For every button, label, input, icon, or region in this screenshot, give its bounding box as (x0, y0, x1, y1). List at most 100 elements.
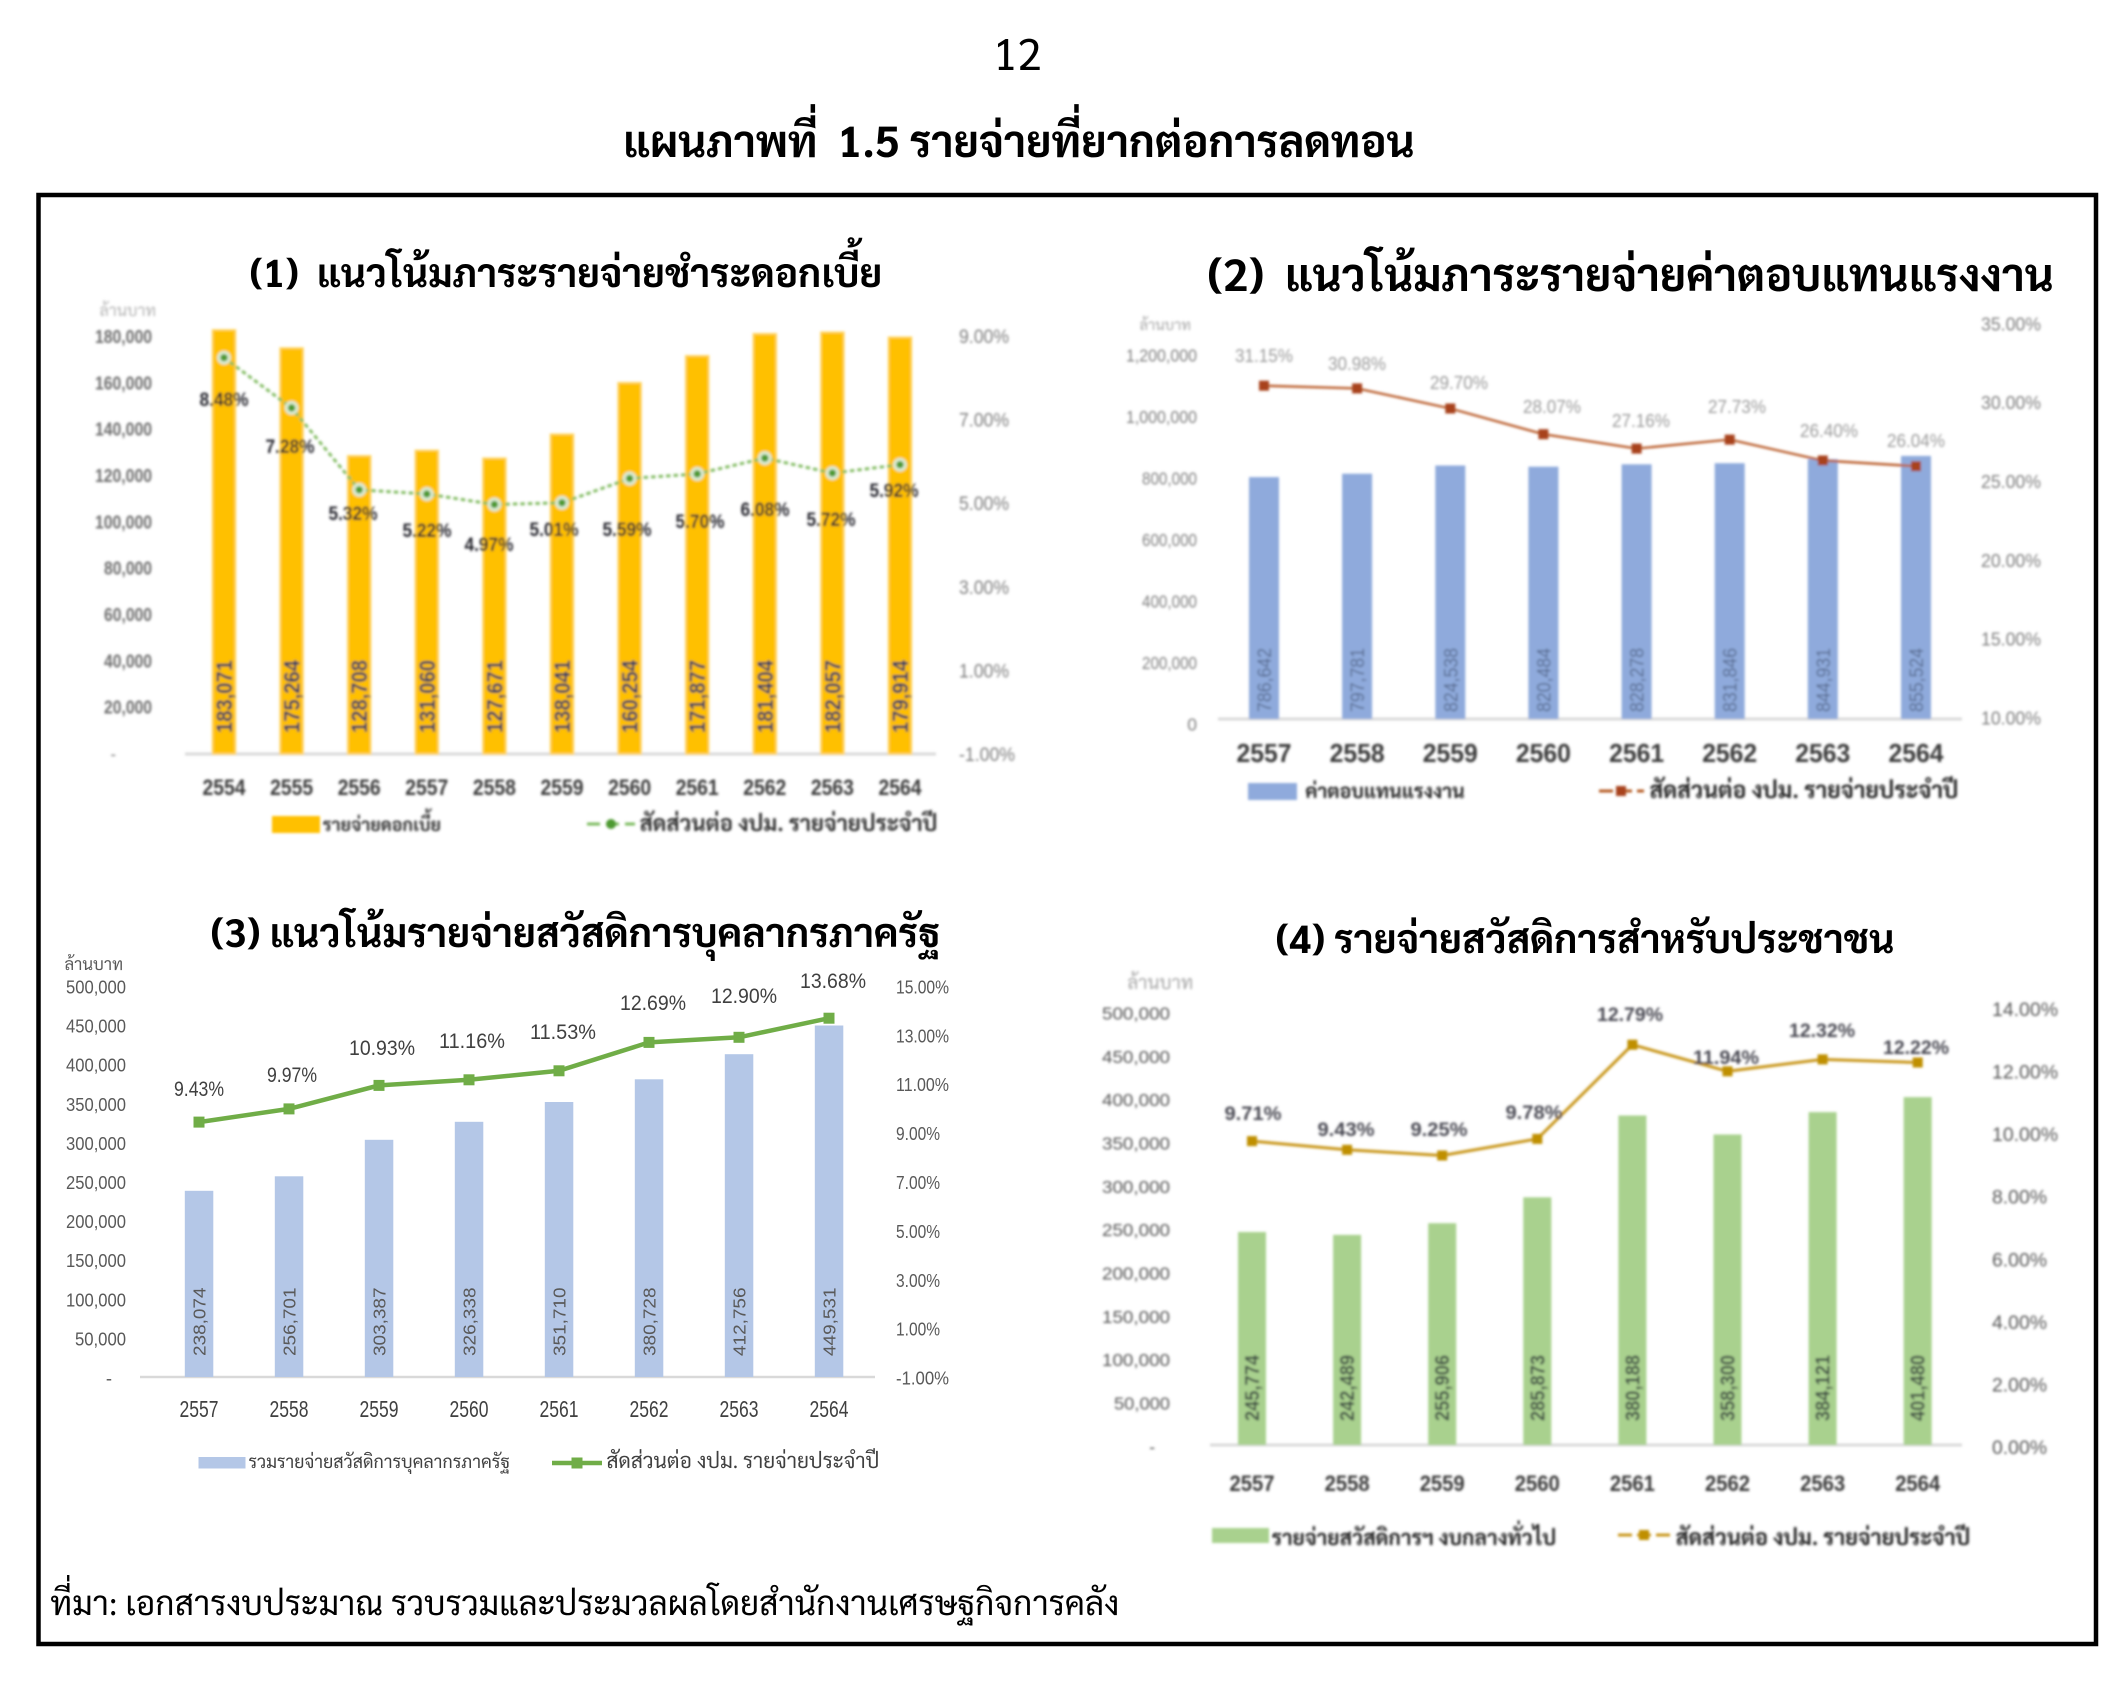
svg-text:5.70%: 5.70% (676, 512, 725, 533)
svg-text:2558: 2558 (1330, 738, 1385, 768)
svg-text:285,873: 285,873 (1527, 1355, 1549, 1421)
svg-text:13.00%: 13.00% (896, 1025, 949, 1046)
svg-text:2560: 2560 (1516, 738, 1571, 768)
svg-text:120,000: 120,000 (95, 466, 152, 486)
svg-text:2559: 2559 (1423, 738, 1478, 768)
svg-text:400,000: 400,000 (1102, 1090, 1170, 1110)
svg-text:5.00%: 5.00% (896, 1221, 940, 1242)
svg-text:28.07%: 28.07% (1523, 396, 1581, 417)
svg-text:255,906: 255,906 (1432, 1355, 1454, 1421)
svg-text:242,489: 242,489 (1337, 1355, 1359, 1421)
svg-text:820,484: 820,484 (1534, 648, 1555, 712)
svg-text:100,000: 100,000 (95, 512, 152, 532)
svg-text:2558: 2558 (1325, 1471, 1370, 1496)
svg-text:500,000: 500,000 (66, 977, 126, 998)
svg-text:200,000: 200,000 (66, 1211, 126, 1232)
svg-text:855,524: 855,524 (1907, 648, 1928, 712)
svg-text:26.40%: 26.40% (1800, 420, 1858, 441)
svg-text:8.00%: 8.00% (1992, 1188, 2047, 1209)
svg-text:127,671: 127,671 (482, 660, 507, 733)
svg-text:2561: 2561 (676, 775, 719, 800)
svg-text:12.79%: 12.79% (1597, 1004, 1663, 1026)
svg-text:412,756: 412,756 (729, 1288, 749, 1357)
svg-text:15.00%: 15.00% (896, 977, 949, 998)
svg-text:15.00%: 15.00% (1981, 629, 2041, 650)
svg-text:140,000: 140,000 (95, 420, 152, 440)
svg-text:11.16%: 11.16% (439, 1030, 505, 1053)
svg-text:30.98%: 30.98% (1328, 353, 1386, 374)
svg-text:300,000: 300,000 (66, 1133, 126, 1154)
svg-text:300,000: 300,000 (1102, 1177, 1170, 1197)
svg-text:50,000: 50,000 (1114, 1394, 1170, 1414)
svg-text:26.04%: 26.04% (1887, 430, 1945, 451)
svg-text:60,000: 60,000 (104, 605, 152, 625)
svg-text:5.59%: 5.59% (603, 520, 652, 541)
svg-text:303,387: 303,387 (369, 1288, 389, 1357)
svg-text:2563: 2563 (811, 775, 854, 800)
svg-text:2562: 2562 (1702, 738, 1757, 768)
svg-text:8.48%: 8.48% (200, 390, 249, 411)
svg-text:100,000: 100,000 (66, 1289, 126, 1310)
svg-text:401,480: 401,480 (1908, 1355, 1930, 1421)
svg-text:350,000: 350,000 (1102, 1134, 1170, 1154)
svg-text:786,642: 786,642 (1255, 648, 1276, 712)
svg-text:171,877: 171,877 (685, 660, 710, 733)
svg-text:5.92%: 5.92% (870, 481, 919, 502)
svg-text:2557: 2557 (1230, 1471, 1275, 1496)
svg-text:400,000: 400,000 (1142, 591, 1197, 611)
svg-text:0.00%: 0.00% (1992, 1438, 2047, 1459)
svg-text:7.28%: 7.28% (266, 437, 315, 458)
svg-text:100,000: 100,000 (1102, 1350, 1170, 1370)
svg-text:9.71%: 9.71% (1225, 1103, 1282, 1125)
svg-text:358,300: 358,300 (1718, 1355, 1740, 1421)
svg-text:2557: 2557 (1237, 738, 1292, 768)
svg-text:200,000: 200,000 (1142, 653, 1197, 673)
svg-text:27.16%: 27.16% (1612, 410, 1670, 431)
svg-text:1.00%: 1.00% (896, 1319, 940, 1340)
svg-text:384,121: 384,121 (1813, 1355, 1835, 1421)
svg-text:4.97%: 4.97% (465, 535, 514, 556)
svg-text:40,000: 40,000 (104, 651, 152, 671)
svg-text:2564: 2564 (1895, 1471, 1941, 1496)
svg-text:9.43%: 9.43% (174, 1078, 224, 1101)
svg-text:2562: 2562 (743, 775, 786, 800)
svg-text:2561: 2561 (1609, 738, 1664, 768)
svg-text:2.00%: 2.00% (1992, 1375, 2047, 1396)
svg-text:2558: 2558 (270, 1396, 309, 1422)
svg-text:181,404: 181,404 (753, 659, 778, 733)
svg-text:9.78%: 9.78% (1506, 1102, 1563, 1124)
svg-text:5.72%: 5.72% (807, 510, 856, 531)
svg-text:380,728: 380,728 (639, 1288, 659, 1357)
svg-text:30.00%: 30.00% (1981, 392, 2041, 413)
svg-text:2562: 2562 (1705, 1471, 1750, 1496)
svg-text:80,000: 80,000 (104, 559, 152, 579)
svg-text:351,710: 351,710 (549, 1288, 569, 1357)
svg-text:400,000: 400,000 (66, 1055, 126, 1076)
svg-text:138,041: 138,041 (550, 660, 575, 733)
svg-text:20.00%: 20.00% (1981, 550, 2041, 571)
svg-text:13.68%: 13.68% (800, 970, 866, 993)
svg-text:10.00%: 10.00% (1992, 1125, 2058, 1146)
svg-text:3.00%: 3.00% (959, 577, 1009, 599)
svg-text:-: - (1149, 1437, 1155, 1457)
svg-text:245,774: 245,774 (1242, 1354, 1264, 1421)
svg-text:256,701: 256,701 (279, 1288, 299, 1357)
svg-text:2563: 2563 (1800, 1471, 1845, 1496)
svg-text:824,538: 824,538 (1441, 648, 1462, 712)
svg-text:831,846: 831,846 (1721, 648, 1742, 712)
svg-text:449,531: 449,531 (819, 1288, 839, 1357)
svg-text:2563: 2563 (720, 1396, 759, 1422)
svg-text:2560: 2560 (1515, 1471, 1560, 1496)
svg-text:50,000: 50,000 (75, 1328, 126, 1349)
svg-text:12.90%: 12.90% (711, 985, 777, 1008)
svg-text:27.73%: 27.73% (1708, 396, 1766, 417)
svg-text:14.00%: 14.00% (1992, 1000, 2058, 1021)
svg-text:2558: 2558 (473, 775, 516, 800)
svg-text:5.22%: 5.22% (403, 521, 452, 542)
svg-text:3.00%: 3.00% (896, 1270, 940, 1291)
svg-text:160,000: 160,000 (95, 373, 152, 393)
svg-text:175,264: 175,264 (280, 659, 305, 733)
svg-text:828,278: 828,278 (1628, 648, 1649, 712)
svg-text:9.97%: 9.97% (267, 1064, 317, 1087)
svg-text:183,071: 183,071 (212, 660, 237, 733)
